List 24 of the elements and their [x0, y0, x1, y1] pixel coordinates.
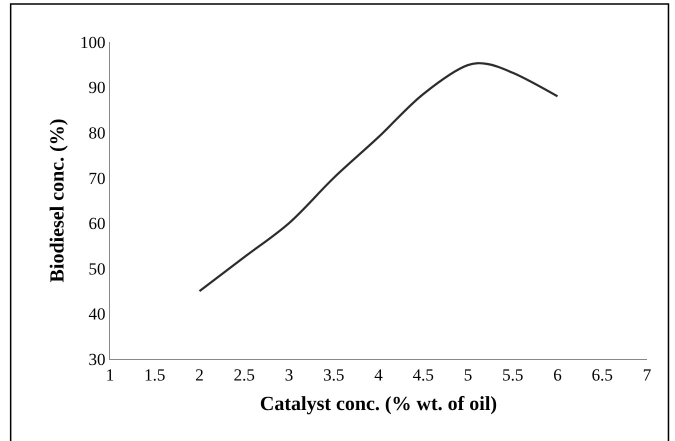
- x-tick-label: 5.5: [502, 366, 524, 384]
- x-tick-label: 2.5: [234, 366, 255, 384]
- line-series: [198, 62, 559, 292]
- y-tick-label: 80: [88, 124, 106, 143]
- y-tick-label: 100: [80, 32, 106, 52]
- x-tick-label: 7: [642, 366, 652, 384]
- x-tick-label: 3: [284, 366, 294, 384]
- x-tick-label: 5: [464, 366, 472, 384]
- x-axis-title: Catalyst conc. (% wt. of oil): [260, 393, 498, 415]
- x-tick-label: 4: [374, 366, 384, 384]
- x-tick-label: 1.5: [144, 366, 166, 384]
- y-tick-label: 70: [88, 168, 106, 188]
- y-tick-label: 40: [88, 304, 106, 324]
- y-tick-label: 30: [88, 350, 106, 369]
- x-tick-label: 1: [106, 366, 114, 384]
- x-tick-label: 3.5: [323, 366, 344, 384]
- y-tick-label: 50: [88, 259, 106, 278]
- x-tick-label: 4.5: [412, 366, 434, 384]
- y-tick-label: 60: [88, 214, 106, 234]
- x-tick-label: 6: [553, 366, 562, 384]
- x-tick-label: 2: [195, 366, 204, 384]
- y-tick-label: 90: [88, 78, 106, 98]
- y-axis-title: Biodiesel conc. (%): [46, 118, 68, 282]
- x-tick-label: 6.5: [592, 366, 613, 384]
